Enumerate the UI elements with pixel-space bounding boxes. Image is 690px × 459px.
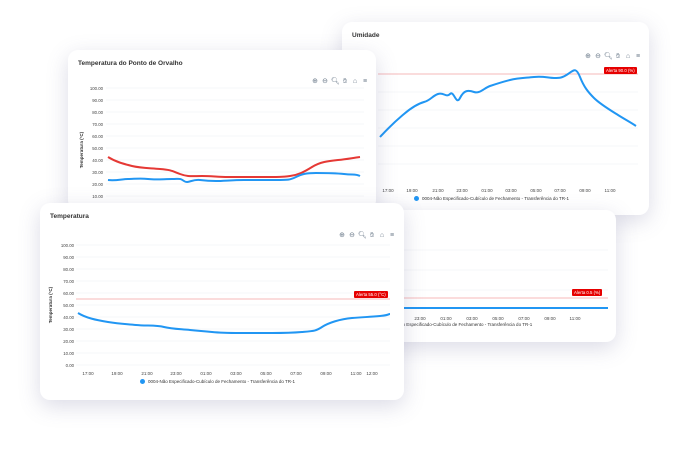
temperatura-x-tick: 21:00 — [141, 371, 153, 376]
umidade-x-tick: 17:00 — [382, 188, 394, 193]
home-icon[interactable]: ⌂ — [352, 78, 358, 85]
orvalho-series-red — [107, 156, 361, 178]
back-right-legend: ão Especificado-Cubículo de Fechamento -… — [400, 322, 532, 327]
magnify-icon[interactable]: 🔍︎ — [331, 78, 340, 85]
orvalho-title: Temperatura do Ponto de Orvalho — [78, 60, 183, 67]
umidade-series-line — [379, 69, 637, 138]
temperatura-x-tick: 03:00 — [230, 371, 242, 376]
temperatura-x-tick: 01:00 — [200, 371, 212, 376]
orvalho-series-blue — [107, 171, 361, 183]
orvalho-y-tick: 100.00 — [90, 86, 104, 91]
umidade-legend-label: 0004-Não Especificado-Cubículo de Fecham… — [422, 196, 569, 201]
orvalho-y-tick: 60.00 — [92, 134, 103, 139]
zoom-in-icon[interactable]: ⊕ — [339, 232, 345, 239]
umidade-x-tick: 19:00 — [406, 188, 418, 193]
pan-hand-icon[interactable]: ✋︎ — [616, 53, 620, 60]
temperatura-title: Temperatura — [50, 213, 89, 220]
temperatura-y-tick: 90.00 — [63, 255, 74, 260]
legend-marker — [140, 379, 145, 384]
temperatura-x-tick: 05:00 — [260, 371, 272, 376]
back-right-x-tick: 09:00 — [544, 316, 556, 321]
orvalho-y-tick: 70.00 — [92, 122, 103, 127]
temperatura-card: Temperatura ⊕ ⊖ 🔍︎ ✋︎ ⌂ ≡ 100.00 90.00 8… — [40, 203, 404, 400]
zoom-out-icon[interactable]: ⊖ — [349, 232, 355, 239]
umidade-x-tick: 09:00 — [579, 188, 591, 193]
umidade-x-tick: 07:00 — [554, 188, 566, 193]
menu-icon[interactable]: ≡ — [362, 78, 368, 85]
orvalho-toolbar: ⊕ ⊖ 🔍︎ ✋︎ ⌂ ≡ — [311, 78, 369, 86]
temperatura-y-tick: 0.00 — [66, 363, 75, 368]
temperatura-y-tick: 10.00 — [63, 351, 74, 356]
back-right-x-tick: 05:00 — [492, 316, 504, 321]
temperatura-y-tick: 20.00 — [63, 339, 74, 344]
temperatura-x-tick: 17:00 — [82, 371, 94, 376]
temperatura-toolbar: ⊕ ⊖ 🔍︎ ✋︎ ⌂ ≡ — [338, 232, 396, 240]
back-right-alert-badge: Alerta 0.5 (%) — [572, 289, 603, 296]
temperatura-alert-badge: Alerta 55.0 (°C) — [354, 291, 388, 298]
zoom-out-icon[interactable]: ⊖ — [595, 53, 601, 60]
orvalho-y-tick: 80.00 — [92, 110, 103, 115]
orvalho-card: Temperatura do Ponto de Orvalho ⊕ ⊖ 🔍︎ ✋… — [68, 50, 376, 210]
umidade-alert-badge: Alerta 90.0 (%) — [604, 67, 637, 74]
back-right-x-tick: 03:00 — [466, 316, 478, 321]
temperatura-x-tick: 23:00 — [170, 371, 182, 376]
temperatura-y-tick: 70.00 — [63, 279, 74, 284]
temperatura-y-tick: 80.00 — [63, 267, 74, 272]
pan-hand-icon[interactable]: ✋︎ — [370, 232, 374, 239]
magnify-icon[interactable]: 🔍︎ — [358, 232, 367, 239]
umidade-title: Umidade — [352, 32, 380, 39]
zoom-in-icon[interactable]: ⊕ — [585, 53, 591, 60]
orvalho-y-tick: 50.00 — [92, 146, 103, 151]
umidade-x-tick: 23:00 — [456, 188, 468, 193]
umidade-legend[interactable]: 0004-Não Especificado-Cubículo de Fecham… — [414, 196, 569, 201]
umidade-x-tick: 05:00 — [530, 188, 542, 193]
orvalho-y-label: Temperatura (°C) — [79, 131, 84, 168]
menu-icon[interactable]: ≡ — [635, 53, 641, 60]
orvalho-y-tick: 40.00 — [92, 158, 103, 163]
umidade-x-tick: 01:00 — [481, 188, 493, 193]
orvalho-y-tick: 90.00 — [92, 98, 103, 103]
back-right-x-tick: 23:00 — [414, 316, 426, 321]
temperatura-x-tick: 09:00 — [320, 371, 332, 376]
zoom-in-icon[interactable]: ⊕ — [312, 78, 318, 85]
temperatura-x-tick: 19:00 — [111, 371, 123, 376]
magnify-icon[interactable]: 🔍︎ — [604, 53, 613, 60]
pan-hand-icon[interactable]: ✋︎ — [343, 78, 347, 85]
temperatura-x-tick: 07:00 — [290, 371, 302, 376]
temperatura-y-tick: 60.00 — [63, 291, 74, 296]
umidade-x-tick: 03:00 — [505, 188, 517, 193]
temperatura-legend-label: 0004-Não Especificado-Cubículo de Fecham… — [148, 379, 295, 384]
back-right-chart: 23:00 01:00 03:00 05:00 07:00 09:00 11:0… — [370, 249, 608, 321]
temperatura-x-tick: 12:00 — [366, 371, 378, 376]
temperatura-chart: 100.00 90.00 80.00 70.00 60.00 50.00 40.… — [48, 243, 391, 376]
back-right-x-tick: 07:00 — [518, 316, 530, 321]
home-icon[interactable]: ⌂ — [379, 232, 385, 239]
orvalho-y-tick: 10.00 — [92, 194, 103, 199]
temperatura-y-label: Temperatura (°C) — [48, 286, 53, 323]
temperatura-y-tick: 40.00 — [63, 315, 74, 320]
temperatura-y-tick: 50.00 — [63, 303, 74, 308]
orvalho-y-tick: 20.00 — [92, 182, 103, 187]
umidade-x-tick: 11:00 — [605, 188, 616, 193]
home-icon[interactable]: ⌂ — [625, 53, 631, 60]
umidade-card: Umidade ⊕ ⊖ 🔍︎ ✋︎ ⌂ ≡ 17:00 19:00 21:00 … — [342, 22, 649, 215]
umidade-x-tick: 21:00 — [432, 188, 444, 193]
temperatura-legend[interactable]: 0004-Não Especificado-Cubículo de Fecham… — [140, 379, 295, 384]
menu-icon[interactable]: ≡ — [389, 232, 395, 239]
back-right-legend-label: ão Especificado-Cubículo de Fechamento -… — [400, 322, 533, 327]
back-right-x-tick: 11:00 — [570, 316, 581, 321]
temperatura-series-line — [77, 312, 391, 334]
zoom-out-icon[interactable]: ⊖ — [322, 78, 328, 85]
umidade-chart: 17:00 19:00 21:00 23:00 01:00 03:00 05:0… — [378, 69, 638, 193]
orvalho-y-tick: 30.00 — [92, 170, 103, 175]
temperatura-y-tick: 100.00 — [61, 243, 75, 248]
temperatura-y-tick: 30.00 — [63, 327, 74, 332]
legend-marker — [414, 196, 419, 201]
back-right-x-tick: 01:00 — [440, 316, 452, 321]
temperatura-x-tick: 11:00 — [351, 371, 362, 376]
orvalho-chart: 100.00 90.00 80.00 70.00 60.00 50.00 40.… — [79, 86, 364, 199]
umidade-toolbar: ⊕ ⊖ 🔍︎ ✋︎ ⌂ ≡ — [584, 53, 642, 61]
